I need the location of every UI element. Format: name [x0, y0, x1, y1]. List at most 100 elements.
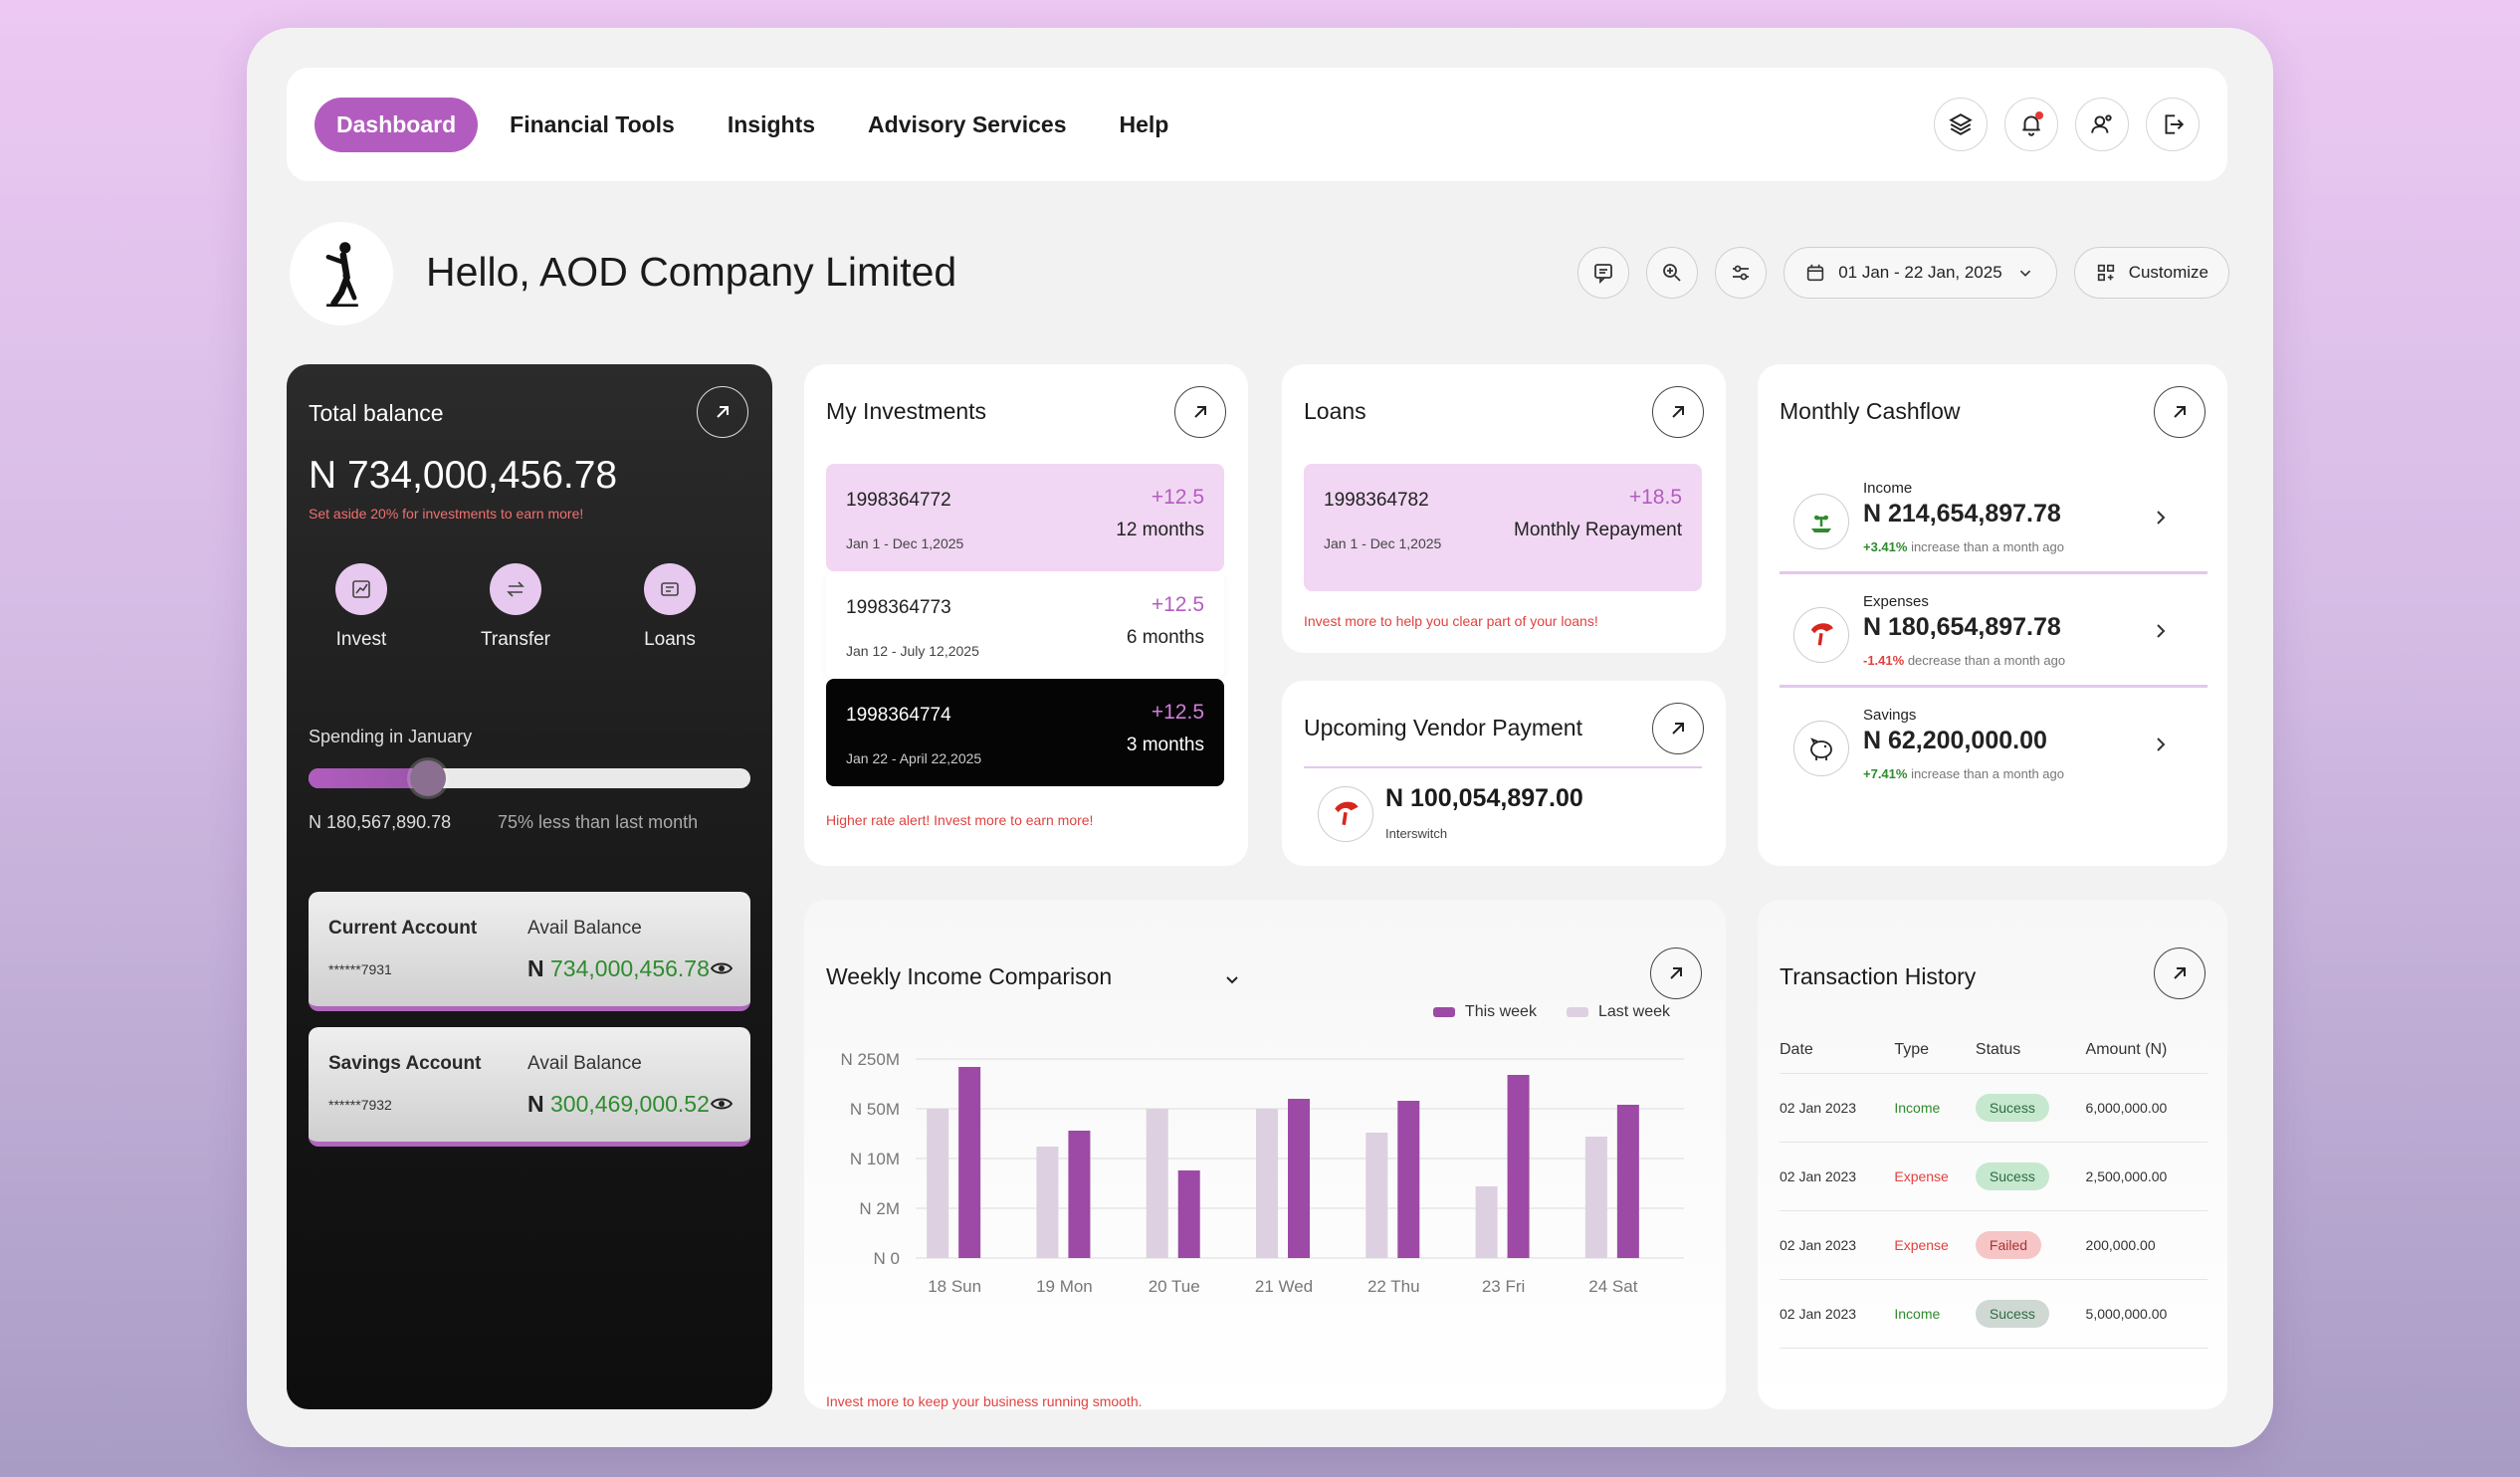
bell-icon[interactable]	[2004, 98, 2058, 151]
bar-last-week[interactable]	[1256, 1109, 1278, 1258]
expand-arrow-icon[interactable]	[1652, 703, 1704, 754]
loan-id: 1998364782	[1324, 490, 1429, 511]
change-text: increase than a month ago	[1907, 766, 2065, 781]
transfer-icon	[490, 563, 541, 615]
nav-insights[interactable]: Insights	[727, 110, 816, 137]
current-account-card[interactable]: Current Account ******7931 Avail Balance…	[309, 892, 750, 1011]
chat-icon[interactable]	[1577, 247, 1630, 299]
table-row[interactable]: 02 Jan 2023 Income Sucess 6,000,000.00	[1780, 1073, 2207, 1143]
investment-item[interactable]: 1998364773 +12.5 6 months Jan 12 - July …	[826, 571, 1224, 679]
investment-item[interactable]: 1998364772 +12.5 12 months Jan 1 - Dec 1…	[826, 464, 1224, 571]
currency-symbol: N	[527, 955, 544, 981]
tx-date: 02 Jan 2023	[1780, 1142, 1895, 1211]
bar-last-week[interactable]	[1036, 1147, 1059, 1258]
bar-this-week[interactable]	[1397, 1101, 1420, 1258]
table-row[interactable]: 02 Jan 2023 Expense Failed 200,000.00	[1780, 1210, 2207, 1280]
currency-symbol: N	[527, 1091, 544, 1117]
change-value: +3.41%	[1863, 539, 1908, 554]
cashflow-amount: N 62,200,000.00	[1863, 727, 2047, 754]
expand-arrow-icon[interactable]	[1652, 386, 1704, 438]
balance-title: Total balance	[309, 400, 444, 426]
tx-type: Expense	[1894, 1142, 1976, 1211]
bar-last-week[interactable]	[927, 1109, 949, 1258]
weekly-income-chart: N 250M N 50M N 10M N 2M N 0 18 Sun 19 Mon 20 Tu…	[840, 1050, 1684, 1296]
user-settings-icon[interactable]	[2075, 98, 2129, 151]
nav-advisory-services[interactable]: Advisory Services	[868, 110, 1067, 137]
savings-account-card[interactable]: Savings Account ******7932 Avail Balance…	[309, 1027, 750, 1147]
bar-this-week[interactable]	[1616, 1105, 1639, 1258]
account-name: Savings Account	[328, 1053, 482, 1074]
bar-last-week[interactable]	[1475, 1186, 1498, 1258]
status-badge: Sucess	[1975, 1162, 2049, 1190]
loans-title: Loans	[1304, 398, 1366, 424]
loan-item[interactable]: 1998364782 +18.5 Monthly Repayment Jan 1…	[1304, 464, 1702, 591]
expand-arrow-icon[interactable]	[2154, 386, 2205, 438]
y-tick-label: N 250M	[840, 1050, 900, 1069]
table-row[interactable]: 02 Jan 2023 Expense Sucess 2,500,000.00	[1780, 1142, 2207, 1211]
logout-icon[interactable]	[2146, 98, 2200, 151]
layers-icon[interactable]	[1934, 98, 1988, 151]
nav-financial-tools[interactable]: Financial Tools	[510, 110, 675, 137]
account-name: Current Account	[328, 918, 478, 939]
transaction-history-card: Transaction History Date Type Status Amo…	[1758, 900, 2227, 1409]
tx-date: 02 Jan 2023	[1780, 1210, 1895, 1280]
expand-arrow-icon[interactable]	[1174, 386, 1226, 438]
investments-note: Higher rate alert! Invest more to earn m…	[826, 812, 1094, 828]
tx-amount: 2,500,000.00	[2085, 1142, 2207, 1211]
bar-this-week[interactable]	[1177, 1170, 1200, 1258]
bar-this-week[interactable]	[958, 1067, 981, 1258]
tx-status-cell: Failed	[1975, 1210, 2086, 1280]
investment-item[interactable]: 1998364774 +12.5 3 months Jan 22 - April…	[826, 679, 1224, 786]
table-row[interactable]: 02 Jan 2023 Income Sucess 5,000,000.00	[1780, 1279, 2207, 1349]
weekly-income-card: Weekly Income Comparison This week Last …	[804, 900, 1726, 1409]
spending-slider-handle[interactable]	[409, 760, 446, 796]
piggy-bank-icon	[1793, 721, 1849, 776]
account-number: ******7932	[328, 1097, 392, 1113]
status-badge: Sucess	[1975, 1300, 2049, 1328]
search-icon[interactable]	[1646, 247, 1699, 299]
company-logo	[290, 222, 393, 325]
date-range-select[interactable]: 01 Jan - 22 Jan, 2025	[1784, 247, 2057, 299]
bar-this-week[interactable]	[1068, 1131, 1091, 1258]
loans-button[interactable]: Loans	[625, 563, 715, 651]
y-tick-label: N 10M	[850, 1150, 900, 1168]
customize-button[interactable]: Customize	[2073, 247, 2229, 299]
bar-last-week[interactable]	[1146, 1109, 1168, 1258]
bar-last-week[interactable]	[1584, 1137, 1607, 1258]
eye-icon[interactable]	[711, 1097, 733, 1111]
filter-icon[interactable]	[1715, 247, 1768, 299]
avail-balance-label: Avail Balance	[527, 1053, 642, 1074]
transfer-label: Transfer	[480, 629, 551, 650]
column-header: Date	[1780, 1031, 1895, 1074]
nav-dashboard[interactable]: Dashboard	[315, 97, 479, 152]
vendor-name: Interswitch	[1385, 826, 1448, 841]
cashflow-savings-row[interactable]: Savings N 62,200,000.00 +7.41% increase …	[1780, 689, 2207, 798]
x-tick-label: 19 Mon	[1036, 1277, 1093, 1296]
bar-last-week[interactable]	[1365, 1133, 1388, 1258]
vendor-payment-card: Upcoming Vendor Payment N 100,054,897.00…	[1282, 681, 1726, 866]
cashflow-expenses-row[interactable]: Expenses N 180,654,897.78 -1.41% decreas…	[1780, 575, 2207, 685]
expand-arrow-icon[interactable]	[1650, 948, 1702, 999]
chart-legend: This week Last week	[1432, 1003, 1670, 1021]
nav-help[interactable]: Help	[1119, 110, 1169, 137]
expand-arrow-icon[interactable]	[697, 386, 748, 438]
loan-dates: Jan 1 - Dec 1,2025	[1324, 535, 1442, 551]
invest-button[interactable]: Invest	[316, 563, 406, 651]
investment-id: 1998364773	[846, 597, 951, 618]
legend-swatch	[1432, 1006, 1455, 1017]
bar-this-week[interactable]	[1288, 1099, 1310, 1258]
expand-arrow-icon[interactable]	[2154, 948, 2205, 999]
divider	[1780, 685, 2207, 688]
x-tick-label: 23 Fri	[1482, 1277, 1525, 1296]
balance-note: Set aside 20% for investments to earn mo…	[309, 506, 584, 522]
x-tick-label: 18 Sun	[928, 1277, 981, 1296]
eye-icon[interactable]	[711, 961, 733, 975]
spending-slider[interactable]	[309, 760, 750, 796]
chevron-down-icon[interactable]	[1222, 969, 1242, 989]
cashflow-income-row[interactable]: Income N 214,654,897.78 +3.41% increase …	[1780, 462, 2207, 571]
investment-dates: Jan 12 - July 12,2025	[846, 643, 979, 659]
bar-this-week[interactable]	[1507, 1075, 1530, 1258]
transfer-button[interactable]: Transfer	[471, 563, 560, 651]
investment-rate: +12.5	[1151, 593, 1204, 616]
loan-rate: +18.5	[1628, 486, 1682, 509]
